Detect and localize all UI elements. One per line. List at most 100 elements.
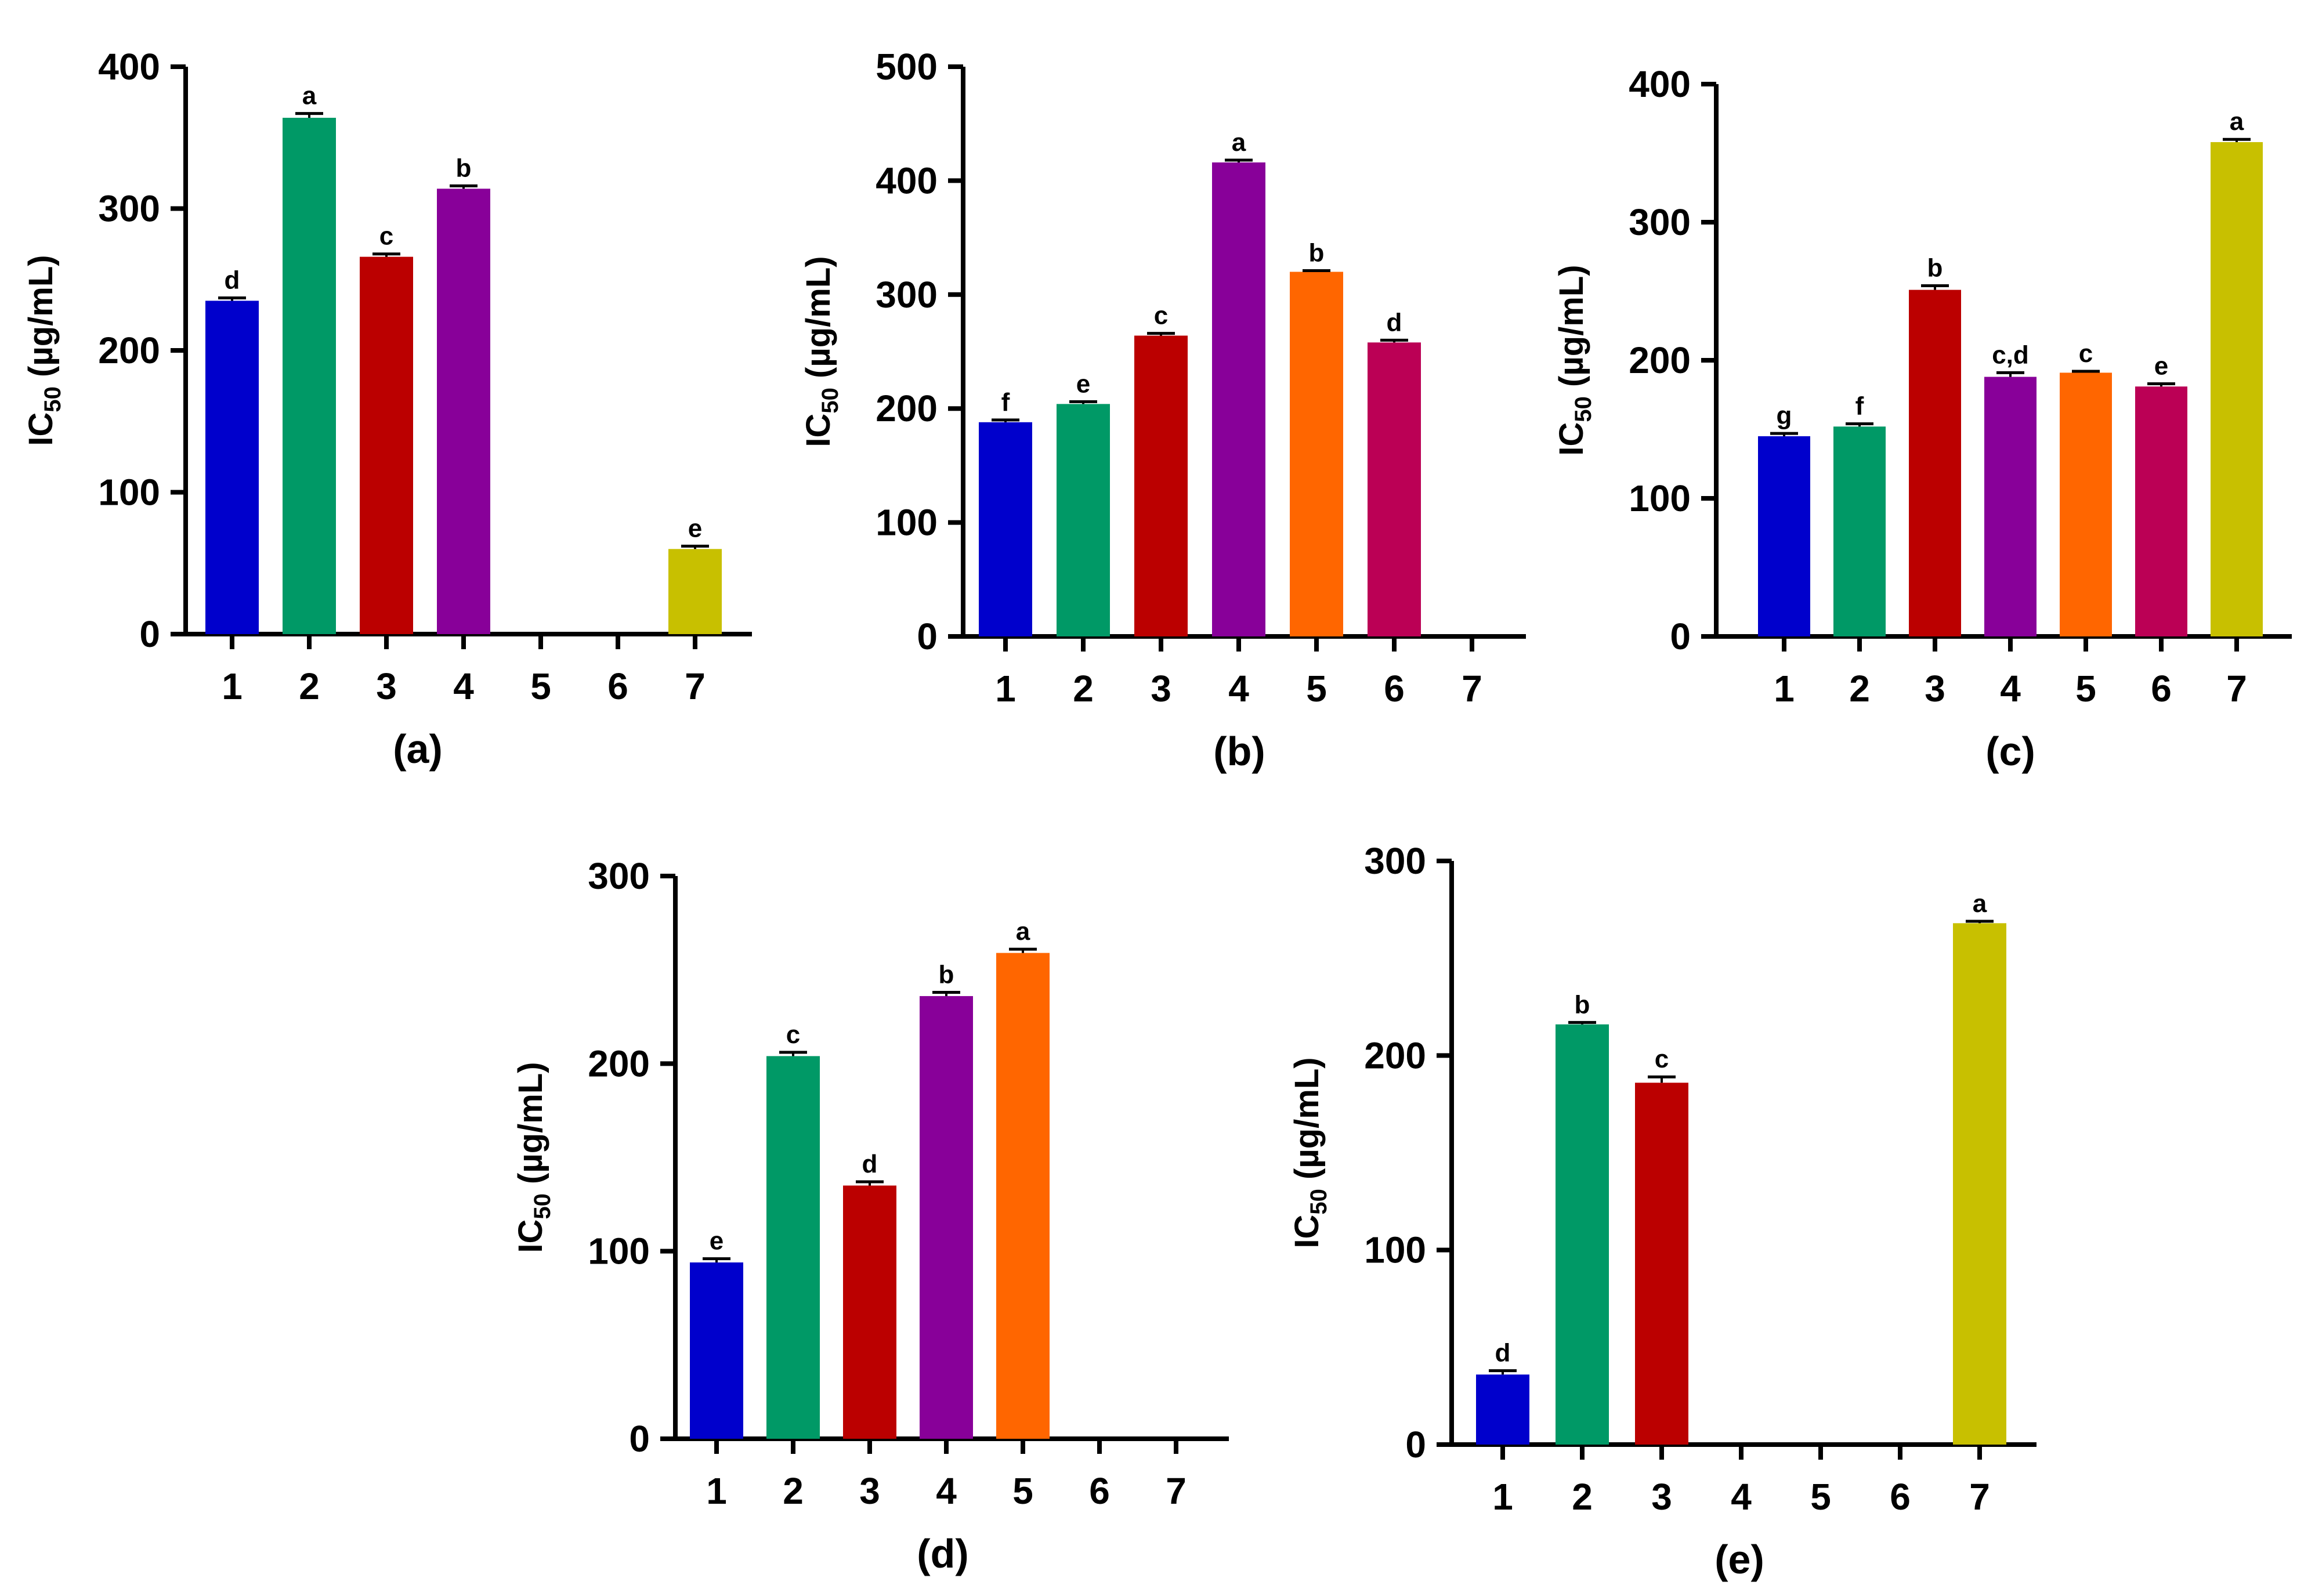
significance-letter: a (302, 82, 317, 110)
significance-letter: b (1309, 239, 1325, 267)
x-tick-label: 5 (1012, 1470, 1033, 1512)
y-axis-label: IC50 (µg/mL) (800, 256, 843, 447)
y-tick-label: 0 (917, 616, 938, 657)
bar-3 (1909, 289, 1961, 636)
significance-letter: d (225, 266, 240, 295)
x-tick-label: 7 (685, 665, 706, 707)
x-tick-label: 3 (1925, 668, 1945, 710)
significance-letter: b (1927, 254, 1943, 282)
bar-3 (1635, 1083, 1688, 1445)
significance-letter: e (688, 514, 702, 542)
bar-2 (1057, 404, 1110, 636)
y-tick-label: 300 (1629, 201, 1691, 243)
significance-letter: e (710, 1227, 724, 1255)
bar-2 (1556, 1024, 1609, 1445)
y-tick-label: 100 (1629, 477, 1691, 519)
panel-label: (b) (1213, 729, 1265, 774)
bar-7 (2211, 142, 2263, 636)
x-tick-label: 4 (936, 1470, 957, 1512)
chart-panel-b: 0 100 200 300 400 500 IC50 (µg/mL) 1 f 2 e 3 c 4 a 5 b 6 d… (800, 46, 1526, 774)
x-tick-label: 4 (2000, 668, 2021, 710)
bar-3 (1134, 335, 1188, 636)
bar-6 (1368, 342, 1421, 636)
chart-panel-a: 0 100 200 300 400 IC50 (µg/mL) 1 d 2 a 3 c 4 b 5 6 7 e (a) (22, 46, 752, 772)
x-tick-label: 7 (1969, 1476, 1990, 1518)
x-tick-label: 2 (783, 1470, 804, 1512)
y-tick-label: 300 (98, 188, 160, 230)
x-tick-label: 4 (453, 665, 474, 707)
x-tick-label: 3 (859, 1470, 880, 1512)
bar-2 (766, 1056, 820, 1439)
y-tick-label: 200 (876, 388, 938, 429)
x-tick-label: 1 (1492, 1476, 1513, 1518)
y-tick-label: 400 (1629, 63, 1691, 105)
bar-4 (1212, 162, 1265, 636)
x-tick-label: 1 (706, 1470, 727, 1512)
x-tick-label: 2 (1073, 668, 1094, 710)
y-tick-label: 200 (588, 1043, 650, 1084)
significance-letter: e (1076, 370, 1090, 398)
x-tick-label: 6 (1089, 1470, 1110, 1512)
x-tick-label: 5 (2075, 668, 2096, 710)
x-tick-label: 2 (1572, 1476, 1593, 1518)
significance-letter: a (1016, 917, 1030, 946)
bar-2 (1833, 426, 1886, 636)
x-tick-label: 1 (1774, 668, 1795, 710)
y-axis-label: IC50 (µg/mL) (512, 1062, 555, 1253)
y-tick-label: 300 (876, 274, 938, 316)
y-tick-label: 100 (1364, 1229, 1426, 1271)
x-tick-label: 6 (607, 665, 628, 707)
significance-letter: b (456, 154, 472, 182)
x-tick-label: 5 (1810, 1476, 1831, 1518)
panel-label: (e) (1714, 1537, 1764, 1582)
x-tick-label: 4 (1228, 668, 1249, 710)
significance-letter: b (939, 960, 954, 989)
significance-letter: d (1495, 1339, 1511, 1367)
x-tick-label: 1 (222, 665, 243, 707)
y-tick-label: 300 (1364, 840, 1426, 882)
y-tick-label: 0 (1405, 1424, 1426, 1465)
panel-label: (a) (393, 726, 443, 772)
bar-4 (920, 996, 973, 1439)
x-tick-label: 6 (1890, 1476, 1911, 1518)
y-axis-label: IC50 (µg/mL) (22, 255, 66, 446)
significance-letter: f (1855, 392, 1864, 420)
bar-1 (1758, 436, 1810, 636)
significance-letter: c,d (1992, 341, 2029, 369)
bar-7 (668, 549, 722, 634)
significance-letter: c (379, 222, 393, 251)
significance-letter: a (2230, 107, 2244, 136)
significance-letter: a (1232, 128, 1246, 157)
significance-letter: c (1655, 1045, 1669, 1073)
bar-1 (690, 1262, 743, 1439)
y-tick-label: 400 (98, 46, 160, 88)
bar-2 (283, 118, 336, 634)
bar-1 (205, 301, 259, 634)
y-axis-label: IC50 (µg/mL) (1553, 265, 1596, 455)
significance-letter: c (1154, 302, 1168, 330)
x-tick-label: 2 (1849, 668, 1870, 710)
y-tick-label: 100 (876, 502, 938, 544)
x-tick-label: 3 (1651, 1476, 1672, 1518)
significance-letter: f (1001, 388, 1010, 417)
bar-4 (1984, 377, 2037, 636)
x-tick-label: 4 (1731, 1476, 1752, 1518)
bar-4 (437, 189, 490, 634)
y-tick-label: 100 (98, 472, 160, 513)
x-tick-label: 6 (2151, 668, 2172, 710)
x-tick-label: 5 (530, 665, 551, 707)
y-axis-label: IC50 (µg/mL) (1288, 1057, 1332, 1248)
x-tick-label: 7 (2226, 668, 2247, 710)
chart-panel-e: 0 100 200 300 IC50 (µg/mL) 1 d 2 b 3 c 4 5 6 7 a (e) (1288, 840, 2037, 1582)
x-tick-label: 7 (1462, 668, 1482, 710)
bar-5 (996, 953, 1050, 1439)
y-tick-label: 0 (629, 1418, 650, 1460)
bar-7 (1953, 923, 2006, 1445)
x-tick-label: 1 (995, 668, 1016, 710)
bar-5 (1290, 272, 1343, 636)
bar-1 (1476, 1374, 1529, 1445)
bar-6 (2135, 386, 2187, 636)
significance-letter: g (1777, 401, 1792, 430)
significance-letter: c (2079, 339, 2093, 368)
